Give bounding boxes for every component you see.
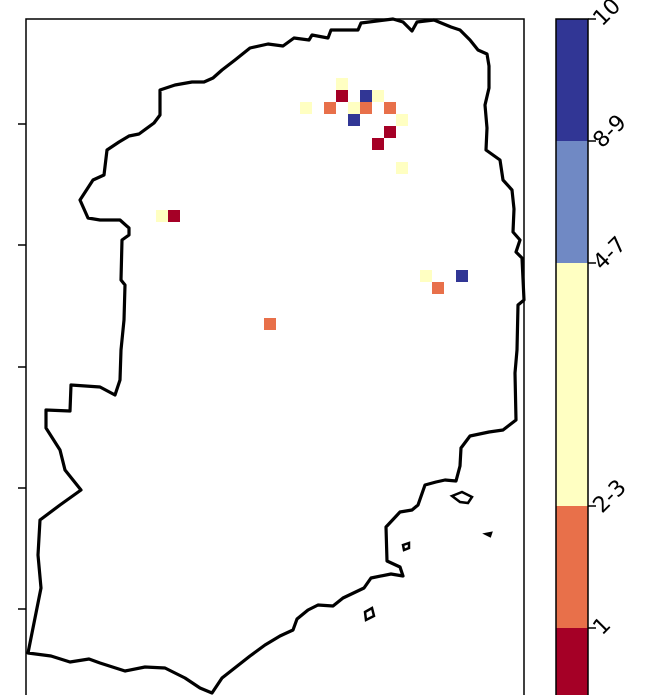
data-cell-1 <box>372 138 384 150</box>
colorbar-segment-8-9 <box>556 141 588 263</box>
island-2 <box>401 541 411 552</box>
island-4 <box>482 531 493 538</box>
data-cell-4-7 <box>396 162 408 174</box>
data-cell-1 <box>168 210 180 222</box>
colorbar-ticks: 1 2-3 4-7 8-9 10 <box>588 0 632 640</box>
data-cell-1 <box>384 126 396 138</box>
data-cell-2-3 <box>432 282 444 294</box>
colorbar-segment-2-3 <box>556 506 588 628</box>
island-3 <box>363 606 376 622</box>
colorbar-label-2-3: 2-3 <box>589 475 632 518</box>
colorbar-label-1: 1 <box>589 613 617 641</box>
data-cell-10 <box>348 114 360 126</box>
data-cell-4-7 <box>300 102 312 114</box>
colorbar <box>556 19 588 695</box>
data-cell-4-7 <box>336 78 348 90</box>
region-outline <box>26 17 526 695</box>
colorbar-segment-10 <box>556 19 588 141</box>
colorbar-label-4-7: 4-7 <box>589 232 632 275</box>
colorbar-label-10: 10 <box>589 0 626 31</box>
data-cell-4-7 <box>348 102 360 114</box>
colorbar-segment-1 <box>556 628 588 695</box>
data-cell-4-7 <box>420 270 432 282</box>
data-cell-4-7 <box>396 114 408 126</box>
data-cell-10 <box>456 270 468 282</box>
data-cell-2-3 <box>360 102 372 114</box>
data-cell-2-3 <box>264 318 276 330</box>
colorbar-segment-4-7 <box>556 263 588 506</box>
data-cell-1 <box>336 90 348 102</box>
colorbar-frame <box>555 18 589 695</box>
data-cell-4-7 <box>156 210 168 222</box>
island-1 <box>449 490 474 505</box>
map-y-ticks <box>18 123 26 610</box>
data-cell-2-3 <box>324 102 336 114</box>
data-cell-2-3 <box>384 102 396 114</box>
map-frame <box>25 18 525 695</box>
data-cell-10 <box>360 90 372 102</box>
data-cells <box>156 78 468 330</box>
colorbar-label-8-9: 8-9 <box>589 110 632 153</box>
data-cell-4-7 <box>372 90 384 102</box>
